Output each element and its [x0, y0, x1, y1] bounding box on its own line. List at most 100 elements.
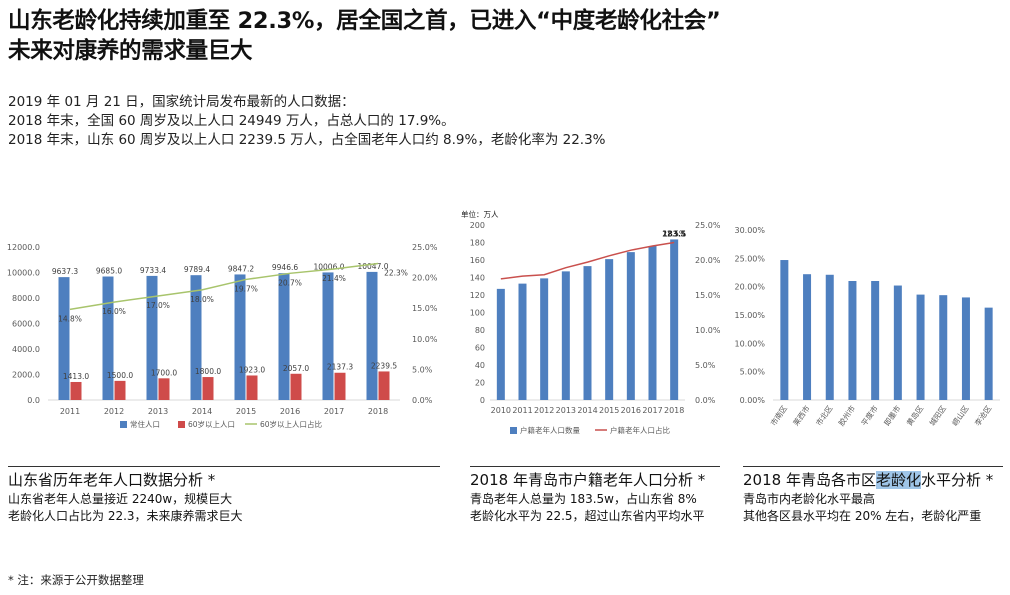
- x-tick-label: 城阳区: [928, 404, 949, 428]
- bar-elderly-population: [158, 378, 170, 400]
- x-tick-label: 市南区: [768, 403, 789, 428]
- x-tick-label: 2011: [512, 406, 532, 415]
- bar-elderly-population: [334, 372, 346, 400]
- page-title-line1: 山东老龄化持续加重至 22.3%，居全国之首，已进入“中度老龄化社会”: [8, 8, 721, 34]
- x-tick-label: 2013: [148, 407, 168, 416]
- legend-swatch-resident: [120, 421, 127, 428]
- intro-line: 2019 年 01 月 21 日，国家统计局发布最新的人口数据：: [8, 94, 355, 110]
- bar-elderly-count: [670, 239, 679, 400]
- bar-elderly-population: [290, 373, 302, 400]
- line-elderly-ratio: [500, 241, 675, 280]
- x-tick-label: 平度市: [859, 403, 880, 428]
- y-tick-label: 160: [470, 256, 485, 265]
- x-tick-label: 2016: [280, 407, 300, 416]
- caption-title-part: 水平分析 *: [920, 471, 994, 489]
- x-tick-label: 市北区: [813, 403, 834, 428]
- x-tick-label: 莱西市: [791, 403, 812, 428]
- legend-swatch-elderly: [178, 421, 185, 428]
- bar-elderly-count: [496, 288, 505, 400]
- caption-title-part: 2018 年青岛各市区: [743, 471, 876, 489]
- y2-tick-label: 15.0%: [412, 304, 438, 313]
- caption-title-highlight: 老龄化: [875, 471, 921, 489]
- x-tick-label: 2016: [621, 406, 641, 415]
- bar-elderly-population: [378, 371, 390, 400]
- x-tick-label: 胶州市: [836, 403, 857, 428]
- bar-district-aging: [961, 297, 970, 400]
- y-tick-label: 0.0: [27, 396, 40, 405]
- x-tick-label: 2015: [599, 406, 619, 415]
- data-label-resident: 9789.4: [184, 265, 210, 274]
- data-label-resident: 9685.0: [96, 267, 122, 276]
- y-tick-label: 120: [470, 291, 485, 300]
- y-tick-label: 4000.0: [12, 345, 40, 354]
- x-tick-label: 2018: [368, 407, 388, 416]
- y2-tick-label: 5.0%: [412, 365, 433, 374]
- bar-resident-population: [366, 271, 378, 400]
- intro-line: 2018 年末，山东 60 周岁及以上人口 2239.5 万人，占全国老年人口约…: [8, 132, 606, 148]
- y-tick-label: 2000.0: [12, 371, 40, 380]
- bar-resident-population: [190, 275, 202, 400]
- caption-title: 山东省历年老年人口数据分析 *: [8, 471, 216, 489]
- bar-district-aging: [893, 285, 902, 400]
- bar-district-aging: [848, 281, 857, 400]
- intro-text: 2019 年 01 月 21 日，国家统计局发布最新的人口数据： 2018 年末…: [8, 93, 998, 150]
- y-tick-label: 80: [475, 326, 485, 335]
- bar-district-aging: [871, 281, 880, 400]
- y2-tick-label: 15.0%: [695, 291, 721, 300]
- data-label-ratio: 22.3%: [384, 269, 408, 278]
- caption-districts: 2018 年青岛各市区老龄化水平分析 * 青岛市内老龄化水平最高 其他各区县水平…: [743, 466, 1003, 525]
- y2-tick-label: 25.0%: [695, 221, 721, 230]
- bar-resident-population: [102, 276, 114, 400]
- intro-line: 2018 年末，全国 60 周岁及以上人口 24949 万人，占总人口的 17.…: [8, 113, 455, 129]
- caption-rule: [8, 466, 440, 467]
- bar-resident-population: [278, 273, 290, 400]
- y-tick-label: 10.00%: [735, 339, 765, 348]
- bar-elderly-population: [246, 375, 258, 400]
- y2-tick-label: 0.0%: [412, 396, 433, 405]
- page-title: 山东老龄化持续加重至 22.3%，居全国之首，已进入“中度老龄化社会” 未来对康…: [8, 6, 998, 66]
- data-label-ratio: 21.4%: [322, 274, 346, 283]
- data-label-resident: 9733.4: [140, 266, 166, 275]
- y-tick-label: 60: [475, 344, 485, 353]
- x-tick-label: 2011: [60, 407, 80, 416]
- x-tick-label: 2013: [556, 406, 576, 415]
- y-tick-label: 40: [475, 361, 485, 370]
- x-tick-label: 崂山区: [949, 403, 970, 428]
- data-label-ratio: 16.0%: [102, 307, 126, 316]
- y2-tick-label: 20.0%: [412, 274, 438, 283]
- caption-line: 老龄化水平为 22.5，超过山东省内平均水平: [470, 509, 705, 523]
- bar-district-aging: [916, 294, 925, 400]
- data-label-elderly: 2239.5: [371, 361, 397, 370]
- page-title-line2: 未来对康养的需求量巨大: [8, 38, 253, 64]
- y2-tick-label: 0.0%: [695, 396, 716, 405]
- bar-resident-population: [322, 272, 334, 400]
- y2-tick-label: 5.0%: [695, 361, 716, 370]
- x-tick-label: 2017: [324, 407, 344, 416]
- legend-label: 常住人口: [130, 419, 160, 429]
- x-tick-label: 2015: [236, 407, 256, 416]
- x-tick-label: 2014: [577, 406, 597, 415]
- legend-swatch-count: [510, 427, 517, 434]
- y-tick-label: 100: [470, 309, 485, 318]
- y-tick-label: 0.00%: [740, 396, 766, 405]
- y-tick-label: 15.00%: [735, 311, 765, 320]
- legend-label: 60岁以上人口: [188, 419, 235, 429]
- footnote: * 注：来源于公开数据整理: [8, 573, 144, 587]
- x-tick-label: 李沧区: [972, 403, 993, 428]
- data-label-resident: 10006.0: [313, 262, 344, 271]
- y2-tick-label: 25.0%: [412, 243, 438, 252]
- caption-line: 老龄化人口占比为 22.3，未来康养需求巨大: [8, 509, 243, 523]
- y-tick-label: 200: [470, 221, 485, 230]
- shandong-population-chart: 0.0 2000.0 4000.0 6000.0 8000.0 10000.0 12000.…: [7, 243, 438, 429]
- data-label-count: 183.5: [662, 229, 686, 238]
- bar-resident-population: [58, 277, 70, 400]
- data-label-ratio: 20.7%: [278, 278, 302, 287]
- x-tick-label: 即墨市: [881, 403, 902, 428]
- line-elderly-ratio: [69, 262, 379, 311]
- y-tick-label: 12000.0: [7, 243, 40, 252]
- caption-rule: [743, 466, 1003, 467]
- y-tick-label: 180: [470, 239, 485, 248]
- x-tick-label: 2017: [642, 406, 662, 415]
- bar-district-aging: [803, 274, 812, 400]
- data-label-ratio: 14.8%: [58, 314, 82, 323]
